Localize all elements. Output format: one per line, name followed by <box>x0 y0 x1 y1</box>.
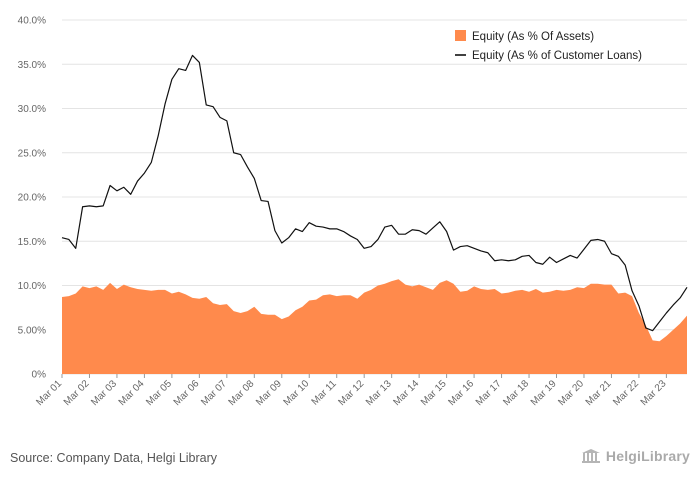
helgi-library-logo: HelgiLibrary <box>581 448 690 464</box>
x-tick-label: Mar 08 <box>227 378 257 408</box>
x-tick-label: Mar 04 <box>117 378 147 408</box>
equity-assets-area-layer <box>62 279 687 374</box>
library-building-icon <box>581 449 600 463</box>
x-tick-label: Mar 11 <box>310 378 340 408</box>
x-tick-label: Mar 13 <box>364 378 394 408</box>
logo-text: HelgiLibrary <box>605 448 690 464</box>
y-tick-label: 0% <box>32 370 47 381</box>
y-tick-label: 30.0% <box>18 104 46 115</box>
legend-label-equity-assets: Equity (As % Of Assets) <box>472 31 594 43</box>
x-tick-label: Mar 10 <box>282 378 312 408</box>
legend-swatch-equity-assets <box>455 30 466 41</box>
x-tick-label: Mar 05 <box>144 378 174 408</box>
legend-label-equity-loans: Equity (As % of Customer Loans) <box>472 50 642 62</box>
equity-chart: 0% 5.00% 10.0% 15.0% 20.0% 25.0% 30.0% 35.0% 40.… <box>18 16 688 408</box>
x-tick-label: Mar 20 <box>556 378 586 408</box>
y-tick-label: 15.0% <box>18 237 46 248</box>
x-tick-label: Mar 22 <box>611 378 641 408</box>
x-tick-label: Mar 21 <box>584 378 614 408</box>
x-tick-label: Mar 12 <box>337 378 367 408</box>
equity-loans-line-layer <box>61 54 688 332</box>
x-tick-label: Mar 07 <box>199 378 229 408</box>
x-tick-label: Mar 02 <box>62 378 92 408</box>
source-note: Source: Company Data, Helgi Library <box>10 451 218 465</box>
x-tick-label: Mar 01 <box>34 378 64 408</box>
y-tick-label: 35.0% <box>18 60 46 71</box>
equity-assets-area <box>62 279 687 374</box>
x-tick-label: Mar 14 <box>391 378 421 408</box>
y-tick-label: 40.0% <box>18 16 46 27</box>
x-tick-label: Mar 16 <box>446 378 476 408</box>
x-tick-label: Mar 09 <box>254 378 284 408</box>
x-tick-label: Mar 06 <box>172 378 202 408</box>
x-tick-label: Mar 15 <box>419 378 449 408</box>
x-tick-label: Mar 19 <box>529 378 559 408</box>
y-tick-label: 20.0% <box>18 193 46 204</box>
x-tick-label: Mar 17 <box>474 378 504 408</box>
y-tick-label: 10.0% <box>18 281 46 292</box>
equity-loans-line <box>61 54 688 332</box>
x-tick-label: Mar 03 <box>89 378 119 408</box>
legend: Equity (As % Of Assets) Equity (As % of … <box>455 30 642 62</box>
y-tick-label: 5.00% <box>18 325 46 336</box>
y-tick-label: 25.0% <box>18 148 46 159</box>
x-tick-label: Mar 23 <box>639 378 669 408</box>
x-tick-label: Mar 18 <box>501 378 531 408</box>
